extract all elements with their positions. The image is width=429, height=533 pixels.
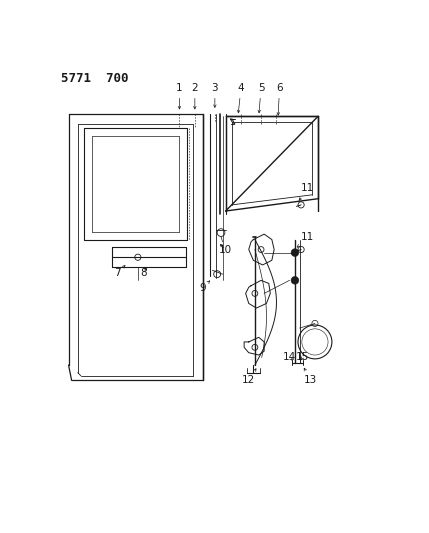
Text: 11: 11 <box>297 232 314 247</box>
Circle shape <box>291 249 299 256</box>
Text: 5: 5 <box>258 83 264 113</box>
Text: 12: 12 <box>242 369 256 385</box>
Text: 2: 2 <box>191 83 198 109</box>
Circle shape <box>291 277 299 284</box>
Text: 5771  700: 5771 700 <box>61 72 128 85</box>
Text: 9: 9 <box>199 281 210 293</box>
Text: 11: 11 <box>299 183 314 200</box>
Text: 4: 4 <box>237 83 245 113</box>
Text: 14: 14 <box>283 352 296 362</box>
Text: 15: 15 <box>296 352 309 362</box>
Circle shape <box>252 290 258 296</box>
Text: 13: 13 <box>304 368 317 385</box>
Text: 3: 3 <box>211 83 218 107</box>
Circle shape <box>258 247 264 253</box>
Text: 1: 1 <box>176 83 183 109</box>
Text: 7: 7 <box>115 265 125 278</box>
Text: 8: 8 <box>140 268 147 278</box>
Text: 10: 10 <box>219 244 232 255</box>
Circle shape <box>252 344 258 350</box>
Text: 6: 6 <box>276 83 283 115</box>
